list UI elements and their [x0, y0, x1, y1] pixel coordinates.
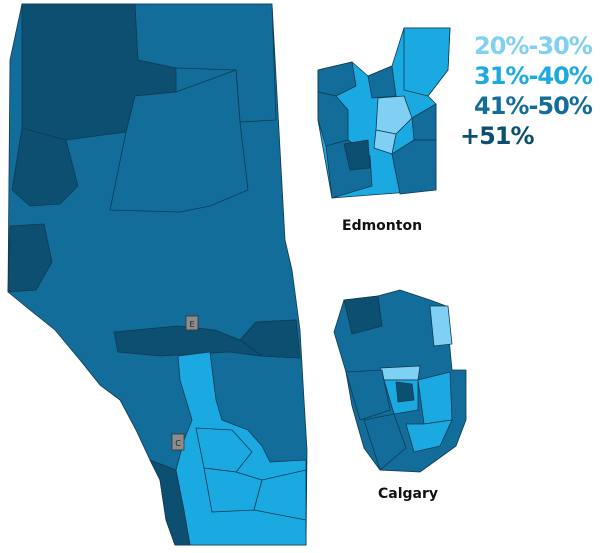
edmonton-district-south	[391, 139, 437, 195]
calgary-label: Calgary	[378, 486, 439, 502]
district-grande-prairie	[7, 223, 53, 293]
calgary-district-west	[345, 369, 391, 421]
district-central-north	[109, 69, 249, 213]
legend-item-20-30: 20%-30%	[474, 32, 593, 60]
edmonton-inset-map	[317, 27, 451, 199]
edmonton-district-ne	[403, 27, 451, 97]
calgary-district-dark-center	[395, 381, 415, 403]
province-map: E C	[7, 3, 308, 546]
edmonton-district-s-central	[343, 139, 371, 171]
edmonton-district-nw	[317, 61, 357, 97]
calgary-inset-map	[333, 289, 467, 473]
legend-item-51-plus: +51%	[460, 122, 535, 150]
calgary-district-center-light	[379, 365, 421, 381]
calgary-marker-label: C	[175, 439, 181, 448]
edmonton-marker-label: E	[189, 320, 194, 329]
district-south-sub-3	[253, 469, 307, 521]
edmonton-label: Edmonton	[342, 218, 423, 234]
edmonton-marker	[185, 315, 199, 331]
edmonton-district-north-dark	[367, 65, 397, 99]
calgary-district-south	[363, 413, 407, 471]
district-peace-river	[11, 127, 79, 207]
legend-item-31-40: 31%-40%	[474, 62, 593, 90]
calgary-district-south-east	[405, 419, 453, 453]
calgary-marker	[171, 433, 185, 451]
calgary-district-north	[343, 295, 383, 335]
calgary-district-ne-light	[429, 305, 453, 347]
district-south-sub-1	[195, 427, 253, 473]
edmonton-district-core	[375, 95, 413, 135]
calgary-district-east	[417, 371, 453, 425]
district-south-east-dark	[239, 319, 301, 359]
legend-item-41-50: 41%-50%	[474, 92, 593, 120]
